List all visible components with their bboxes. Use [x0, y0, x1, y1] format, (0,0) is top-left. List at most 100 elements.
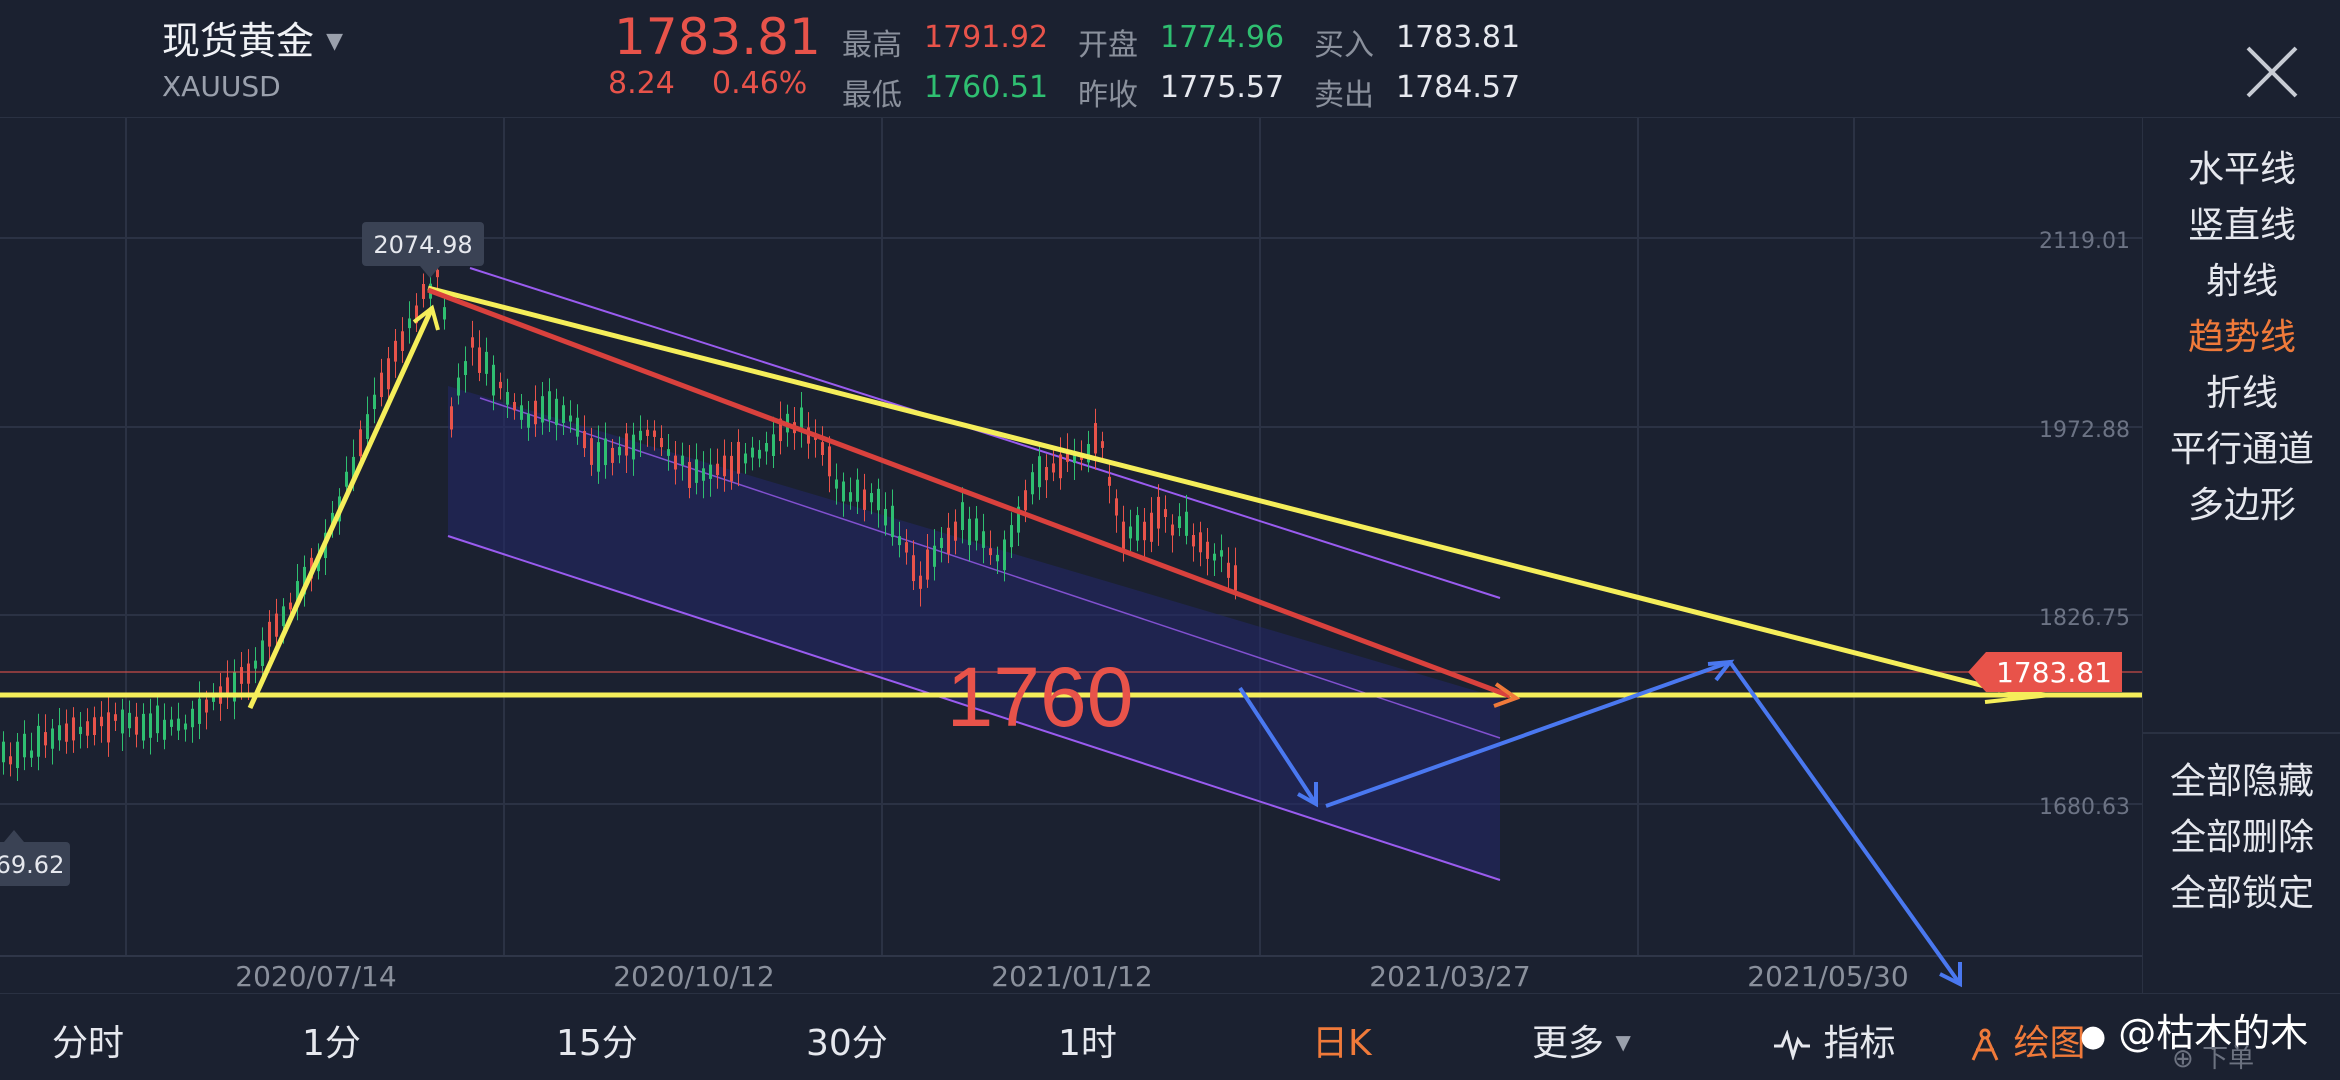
candle-body [142, 713, 145, 741]
candle-body [23, 733, 26, 758]
candle-body [1178, 516, 1181, 529]
candle-body [1227, 562, 1230, 578]
candle-body [520, 405, 523, 420]
candle-body [1024, 490, 1027, 511]
candle-body [513, 401, 516, 411]
candle-body [1143, 521, 1146, 541]
candle-body [1122, 521, 1125, 550]
candle-body [1150, 512, 1153, 542]
candle-body [821, 442, 824, 456]
candle-body [100, 716, 103, 727]
candle-body [198, 698, 201, 724]
chart-canvas[interactable]: 2119.01 1972.88 1826.75 1680.63 2020/07/14 20… [0, 118, 2142, 993]
tool-polyline[interactable]: 折线 [2205, 373, 2278, 414]
tool-parallel-channel[interactable]: 平行通道 [2169, 429, 2314, 470]
tab-15min[interactable]: 15分 [556, 1023, 638, 1064]
candle-body [961, 502, 964, 531]
current-price-tag [1968, 652, 2122, 692]
candle-body [660, 438, 663, 448]
candle-body [884, 508, 887, 526]
candle-body [807, 427, 810, 444]
candle-body [849, 492, 852, 502]
date-axis-label: 2020/07/14 [235, 960, 396, 993]
tool-vertical-line[interactable]: 竖直线 [2187, 205, 2296, 246]
candle-body [772, 434, 775, 457]
candle-body [37, 725, 40, 757]
tab-timeshare[interactable]: 分时 [52, 1023, 125, 1064]
indicator-button[interactable]: 指标 [1772, 1014, 1895, 1066]
plus-circle-icon: ⊕ [2172, 1044, 2194, 1074]
candle-body [982, 531, 985, 548]
candle-body [1017, 506, 1020, 533]
candle-body [863, 489, 866, 510]
chart-labels: 2119.01 1972.88 1826.75 1680.63 2020/07/14 20… [0, 222, 2130, 993]
tool-trend-line[interactable]: 趋势线 [2187, 317, 2296, 358]
symbol-code: XAUUSD [162, 70, 281, 103]
last-price: 1783.81 [614, 8, 821, 66]
candle-body [478, 347, 481, 373]
candle-body [1052, 463, 1055, 473]
hide-all-button[interactable]: 全部隐藏 [2169, 761, 2314, 802]
candle-body [296, 581, 299, 607]
candle-body [282, 606, 285, 627]
watermark: ● @枯木的木 [2080, 1002, 2308, 1057]
instrument-selector[interactable]: 现货黄金 ▼ [162, 10, 343, 65]
tool-horizontal-line[interactable]: 水平线 [2187, 149, 2296, 190]
candle-body [702, 468, 705, 481]
date-axis-label: 2021/03/27 [1369, 960, 1530, 993]
tab-30min[interactable]: 30分 [806, 1023, 888, 1064]
bid-value: 1783.81 [1396, 20, 1521, 55]
annotation-1760: 1760 [947, 650, 1134, 744]
candle-body [373, 394, 376, 410]
draw-button[interactable]: 绘图 [1968, 1014, 2085, 1066]
low-value: 1760.51 [924, 70, 1049, 105]
candle-body [737, 441, 740, 474]
candle-body [16, 741, 19, 769]
candle-body [492, 364, 495, 396]
candle-body [1192, 535, 1195, 547]
ask-value: 1784.57 [1396, 70, 1521, 105]
chart-grid [0, 118, 2142, 957]
arrow-head-icon [1297, 782, 1318, 808]
candle-body [1031, 472, 1034, 495]
candle-body [905, 542, 908, 553]
candle-body [1059, 454, 1062, 479]
more-menu[interactable]: 更多 ▼ [1532, 1014, 1631, 1066]
candle-body [1206, 541, 1209, 559]
tab-1min[interactable]: 1分 [302, 1023, 361, 1064]
candle-body [625, 433, 628, 456]
delete-all-button[interactable]: 全部删除 [2169, 817, 2314, 858]
tool-ray[interactable]: 射线 [2205, 261, 2278, 302]
channel-lower-line [447, 535, 1501, 881]
candlestick-chart[interactable]: 2119.01 1972.88 1826.75 1680.63 2020/07/14 20… [0, 118, 2142, 1073]
tab-1hour[interactable]: 1时 [1058, 1023, 1117, 1064]
open-value: 1774.96 [1160, 20, 1285, 55]
candle-body [352, 456, 355, 480]
chevron-down-icon: ▼ [1615, 1030, 1631, 1054]
candle-body [254, 660, 257, 669]
low-marker-pointer [4, 830, 24, 842]
candle-body [58, 725, 61, 741]
prev-close-value: 1775.57 [1160, 70, 1285, 105]
candle-body [583, 430, 586, 449]
candle-body [268, 621, 271, 647]
rally-arrow-line [247, 306, 435, 710]
watermark-sub: ⊕ 下单 [2172, 1038, 2254, 1075]
candle-body [975, 518, 978, 541]
candle-body [856, 479, 859, 502]
candle-body [457, 377, 460, 396]
compass-draw-icon [1971, 1028, 1999, 1061]
instrument-name: 现货黄金 [162, 19, 315, 63]
candle-body [128, 712, 131, 729]
tab-daily[interactable]: 日K [1312, 1023, 1372, 1064]
candle-body [590, 438, 593, 465]
price-axis-label: 1826.75 [2039, 606, 2130, 631]
high-value: 1791.92 [924, 20, 1049, 55]
close-icon[interactable] [2244, 44, 2300, 100]
tool-polygon[interactable]: 多边形 [2187, 485, 2296, 526]
lock-all-button[interactable]: 全部锁定 [2169, 873, 2314, 914]
trend-drawings [0, 285, 2142, 988]
candle-body [359, 429, 362, 457]
candle-body [1234, 565, 1237, 591]
candle-body [870, 493, 873, 503]
